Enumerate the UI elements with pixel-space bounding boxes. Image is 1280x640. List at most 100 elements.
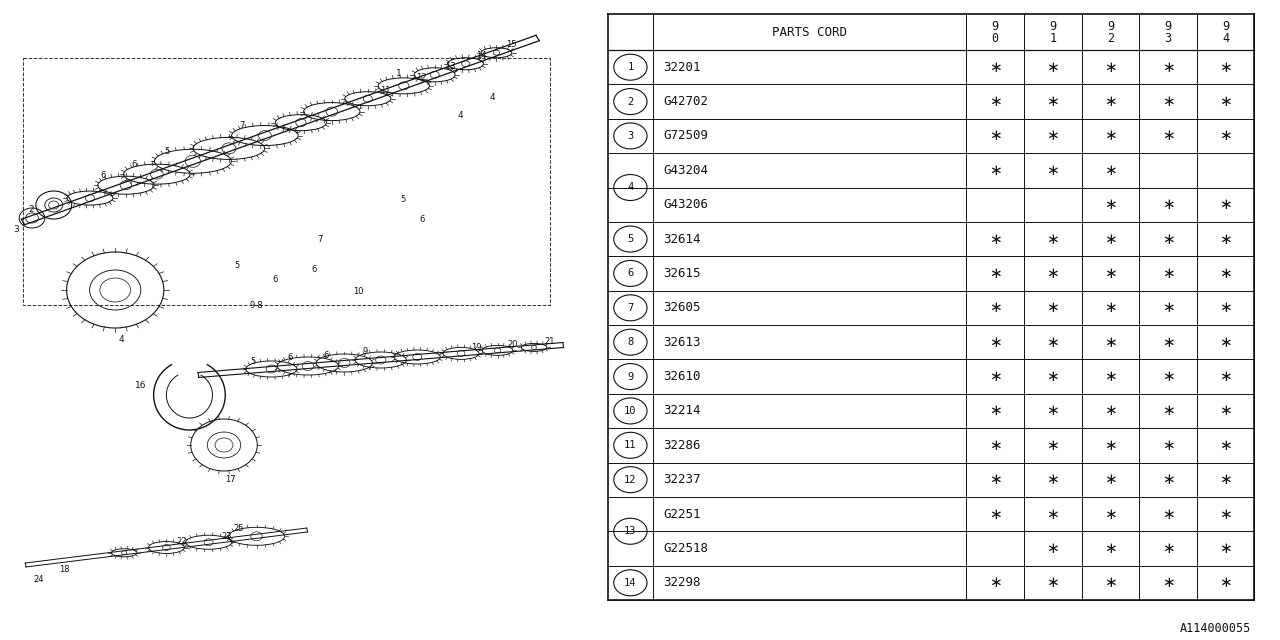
Text: ∗: ∗ bbox=[1047, 60, 1059, 75]
Text: ∗: ∗ bbox=[1220, 94, 1231, 109]
Text: 3: 3 bbox=[14, 225, 19, 234]
Text: ∗: ∗ bbox=[1162, 300, 1174, 316]
Text: 32286: 32286 bbox=[663, 439, 700, 452]
Text: ∗: ∗ bbox=[1220, 300, 1231, 316]
Text: ∗: ∗ bbox=[1047, 369, 1059, 384]
Text: ∗: ∗ bbox=[1220, 60, 1231, 75]
Text: G2251: G2251 bbox=[663, 508, 700, 520]
Text: ∗: ∗ bbox=[1047, 507, 1059, 522]
Text: ∗: ∗ bbox=[989, 335, 1001, 349]
Text: 12: 12 bbox=[625, 475, 636, 484]
Text: 5: 5 bbox=[234, 260, 239, 269]
Text: 5: 5 bbox=[627, 234, 634, 244]
Text: 16: 16 bbox=[136, 381, 146, 390]
Text: 9: 9 bbox=[627, 372, 634, 381]
Text: 32615: 32615 bbox=[663, 267, 700, 280]
Text: 6: 6 bbox=[273, 275, 278, 285]
Text: 4: 4 bbox=[490, 93, 495, 102]
Text: 14: 14 bbox=[625, 578, 636, 588]
Text: 4: 4 bbox=[458, 111, 463, 120]
Text: A114000055: A114000055 bbox=[1179, 621, 1251, 634]
Text: ∗: ∗ bbox=[989, 575, 1001, 590]
Text: 7: 7 bbox=[239, 121, 244, 130]
Text: G43206: G43206 bbox=[663, 198, 708, 211]
Text: 6: 6 bbox=[420, 216, 425, 225]
Text: 8: 8 bbox=[627, 337, 634, 347]
Text: 2: 2 bbox=[28, 205, 33, 214]
Text: 5: 5 bbox=[165, 147, 170, 156]
Text: 5: 5 bbox=[401, 195, 406, 205]
Text: 1: 1 bbox=[396, 70, 402, 79]
Text: ∗: ∗ bbox=[1047, 472, 1059, 487]
Text: ∗: ∗ bbox=[1105, 438, 1116, 453]
Text: 32610: 32610 bbox=[663, 370, 700, 383]
Text: ∗: ∗ bbox=[1047, 94, 1059, 109]
Text: ∗: ∗ bbox=[1105, 163, 1116, 178]
Text: ∗: ∗ bbox=[1220, 403, 1231, 419]
Text: 9
1: 9 1 bbox=[1050, 19, 1056, 45]
Text: G42702: G42702 bbox=[663, 95, 708, 108]
Text: ∗: ∗ bbox=[1162, 94, 1174, 109]
Text: 6: 6 bbox=[287, 353, 293, 362]
Text: ∗: ∗ bbox=[1105, 575, 1116, 590]
Text: G72509: G72509 bbox=[663, 129, 708, 143]
Text: ∗: ∗ bbox=[1162, 197, 1174, 212]
Text: 32214: 32214 bbox=[663, 404, 700, 417]
Text: ∗: ∗ bbox=[1162, 403, 1174, 419]
Text: ∗: ∗ bbox=[1162, 60, 1174, 75]
Text: 7: 7 bbox=[317, 236, 323, 244]
Text: 13: 13 bbox=[625, 526, 636, 536]
Text: 17: 17 bbox=[225, 474, 236, 483]
Text: 7: 7 bbox=[627, 303, 634, 313]
Text: 1: 1 bbox=[627, 62, 634, 72]
Text: 19: 19 bbox=[471, 343, 481, 352]
Text: ∗: ∗ bbox=[1220, 575, 1231, 590]
Text: ∗: ∗ bbox=[1105, 300, 1116, 316]
Text: ∗: ∗ bbox=[1220, 232, 1231, 246]
Text: ∗: ∗ bbox=[989, 300, 1001, 316]
Text: G43204: G43204 bbox=[663, 164, 708, 177]
Text: ∗: ∗ bbox=[989, 472, 1001, 487]
Text: ∗: ∗ bbox=[1220, 438, 1231, 453]
Text: ∗: ∗ bbox=[989, 94, 1001, 109]
Text: 9-8: 9-8 bbox=[250, 301, 262, 310]
Text: ∗: ∗ bbox=[989, 232, 1001, 246]
Text: ∗: ∗ bbox=[989, 266, 1001, 281]
Text: ∗: ∗ bbox=[1220, 197, 1231, 212]
Text: ∗: ∗ bbox=[1105, 335, 1116, 349]
Text: 9
3: 9 3 bbox=[1165, 19, 1171, 45]
Text: ∗: ∗ bbox=[1105, 129, 1116, 143]
Text: ∗: ∗ bbox=[1047, 266, 1059, 281]
Text: ∗: ∗ bbox=[1047, 300, 1059, 316]
Text: ∗: ∗ bbox=[1105, 266, 1116, 281]
Text: PARTS CORD: PARTS CORD bbox=[772, 26, 847, 38]
Text: ∗: ∗ bbox=[1105, 369, 1116, 384]
Text: ∗: ∗ bbox=[1047, 232, 1059, 246]
Text: ∗: ∗ bbox=[1047, 403, 1059, 419]
Text: G22518: G22518 bbox=[663, 542, 708, 555]
Text: ∗: ∗ bbox=[1162, 369, 1174, 384]
Text: ∗: ∗ bbox=[1105, 60, 1116, 75]
Text: 32613: 32613 bbox=[663, 336, 700, 349]
Text: ∗: ∗ bbox=[1105, 472, 1116, 487]
Text: 25: 25 bbox=[233, 524, 244, 532]
Text: 32298: 32298 bbox=[663, 576, 700, 589]
Text: 13: 13 bbox=[444, 62, 456, 71]
Text: 10: 10 bbox=[625, 406, 636, 416]
Text: 23: 23 bbox=[221, 532, 232, 541]
Text: ∗: ∗ bbox=[1047, 575, 1059, 590]
Text: ∗: ∗ bbox=[1162, 438, 1174, 453]
Text: 32201: 32201 bbox=[663, 61, 700, 74]
Text: 20: 20 bbox=[508, 340, 518, 349]
Text: 12: 12 bbox=[416, 74, 428, 83]
Text: 9: 9 bbox=[362, 348, 369, 356]
Text: ∗: ∗ bbox=[1047, 335, 1059, 349]
Text: ∗: ∗ bbox=[989, 438, 1001, 453]
Text: ∗: ∗ bbox=[1220, 369, 1231, 384]
Text: ∗: ∗ bbox=[1105, 94, 1116, 109]
Text: ∗: ∗ bbox=[1162, 507, 1174, 522]
Text: ∗: ∗ bbox=[1220, 335, 1231, 349]
Text: 6: 6 bbox=[311, 266, 316, 275]
Text: 11: 11 bbox=[625, 440, 636, 451]
Text: 5: 5 bbox=[251, 356, 256, 365]
